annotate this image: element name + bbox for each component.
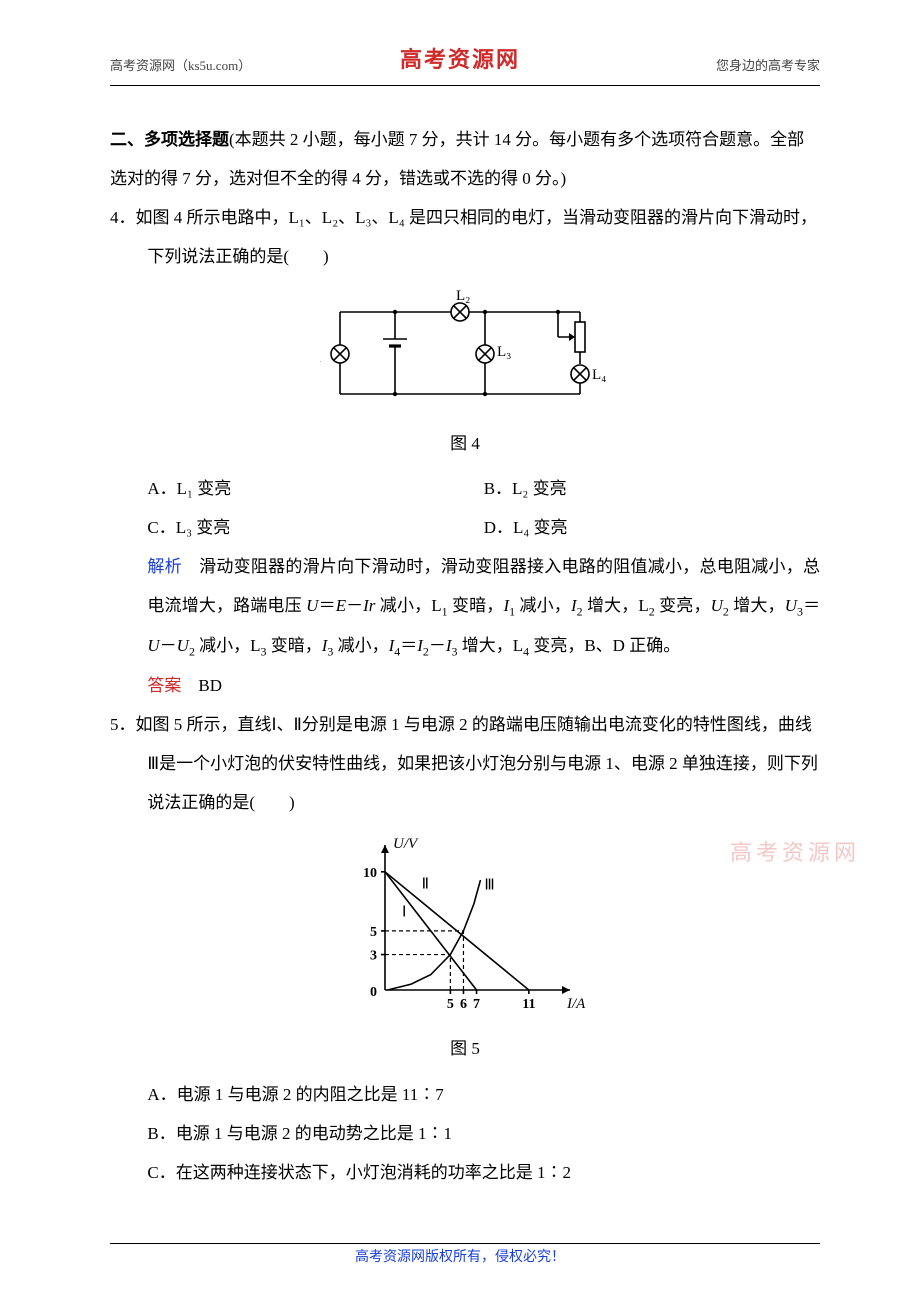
header-divider [110, 85, 820, 86]
svg-text:Ⅱ: Ⅱ [422, 876, 429, 892]
section-title-lead: 二、多项选择题 [110, 130, 229, 149]
answer-label: 答案 [147, 676, 181, 695]
circuit-diagram-icon: L₂ L₁ L₃ L₄ [320, 284, 610, 414]
svg-text:L₁: L₁ [320, 347, 322, 363]
footer-text: 高考资源网版权所有，侵权必究！ [0, 1246, 920, 1266]
section-heading: 二、多项选择题(本题共 2 小题，每小题 7 分，共计 14 分。每小题有多个选… [110, 120, 820, 198]
q4-answer-text: BD [181, 676, 222, 695]
svg-text:5: 5 [447, 997, 454, 1012]
q4-option-c: C．L₃ 变亮 [147, 508, 483, 547]
svg-text:3: 3 [370, 949, 377, 964]
header-left: 高考资源网（ks5u.com） [110, 55, 251, 74]
svg-text:6: 6 [460, 997, 467, 1012]
explain-label: 解析 [147, 557, 182, 576]
svg-text:11: 11 [522, 997, 535, 1012]
q5-number: 5． [110, 715, 136, 734]
q4-option-b: B．L₂ 变亮 [484, 469, 820, 508]
q4-option-a: A．L₁ 变亮 [147, 469, 483, 508]
q5-option-a: A．电源 1 与电源 2 的内阻之比是 11∶7 [110, 1075, 820, 1114]
svg-text:I/A: I/A [566, 996, 586, 1012]
svg-text:L₄: L₄ [592, 367, 606, 383]
page: 高考资源网（ks5u.com） 高考资源网 您身边的高考专家 二、多项选择题(本… [0, 0, 920, 1302]
svg-text:Ⅰ: Ⅰ [402, 905, 406, 921]
q4-figure-caption: 图 4 [110, 424, 820, 463]
q5-option-b: B．电源 1 与电源 2 的电动势之比是 1∶1 [110, 1114, 820, 1153]
q5-text: 如图 5 所示，直线Ⅰ、Ⅱ分别是电源 1 与电源 2 的路端电压随输出电流变化的… [136, 715, 818, 812]
q4-explanation-text: 滑动变阻器的滑片向下滑动时，滑动变阻器接入电路的阻值减小，总电阻减小，总电流增大… [147, 557, 820, 655]
q5-figure: 高考资源网 U/VI/A0351056711ⅠⅡⅢ [110, 830, 820, 1025]
header-center-logo: 高考资源网 [400, 42, 520, 74]
q4-figure: L₂ L₁ L₃ L₄ [110, 284, 820, 419]
svg-text:0: 0 [370, 985, 377, 1000]
svg-text:U/V: U/V [393, 836, 419, 852]
q5-figure-caption: 图 5 [110, 1029, 820, 1068]
q5-stem: 5．如图 5 所示，直线Ⅰ、Ⅱ分别是电源 1 与电源 2 的路端电压随输出电流变… [110, 705, 820, 822]
svg-text:Ⅲ: Ⅲ [484, 878, 494, 894]
q4-text: 如图 4 所示电路中，L₁、L₂、L₃、L₄ 是四只相同的电灯，当滑动变阻器的滑… [136, 208, 818, 266]
svg-text:7: 7 [473, 997, 480, 1012]
q4-options-row1: A．L₁ 变亮 B．L₂ 变亮 [110, 469, 820, 508]
svg-text:L₃: L₃ [497, 344, 511, 360]
q4-stem: 4．如图 4 所示电路中，L₁、L₂、L₃、L₄ 是四只相同的电灯，当滑动变阻器… [110, 198, 820, 276]
content: 二、多项选择题(本题共 2 小题，每小题 7 分，共计 14 分。每小题有多个选… [110, 120, 820, 1192]
footer-divider [110, 1243, 820, 1244]
svg-text:L₂: L₂ [456, 288, 470, 304]
svg-text:5: 5 [370, 925, 377, 940]
header-right: 您身边的高考专家 [716, 55, 820, 74]
q4-number: 4． [110, 208, 136, 227]
svg-text:10: 10 [363, 866, 377, 881]
q4-explanation: 解析 滑动变阻器的滑片向下滑动时，滑动变阻器接入电路的阻值减小，总电阻减小，总电… [110, 547, 820, 666]
page-header: 高考资源网（ks5u.com） 高考资源网 您身边的高考专家 [0, 55, 920, 78]
q4-answer: 答案 BD [110, 666, 820, 705]
ui-chart-icon: U/VI/A0351056711ⅠⅡⅢ [315, 830, 615, 1020]
q5-option-c: C．在这两种连接状态下，小灯泡消耗的功率之比是 1∶2 [110, 1153, 820, 1192]
watermark: 高考资源网 [730, 840, 860, 866]
q4-options-row2: C．L₃ 变亮 D．L₄ 变亮 [110, 508, 820, 547]
q4-option-d: D．L₄ 变亮 [484, 508, 820, 547]
